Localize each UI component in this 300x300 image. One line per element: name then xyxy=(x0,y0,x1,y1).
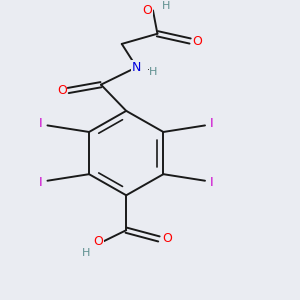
Text: O: O xyxy=(142,4,152,17)
Text: I: I xyxy=(210,118,213,130)
Text: H: H xyxy=(162,1,170,11)
Text: I: I xyxy=(39,176,43,189)
Text: ·: · xyxy=(147,65,150,75)
Text: H: H xyxy=(82,248,90,259)
Text: N: N xyxy=(132,61,141,74)
Text: H: H xyxy=(149,67,157,76)
Text: I: I xyxy=(39,118,43,130)
Text: O: O xyxy=(93,236,103,248)
Text: O: O xyxy=(193,34,202,47)
Text: O: O xyxy=(162,232,172,245)
Text: I: I xyxy=(210,176,213,189)
Text: O: O xyxy=(57,84,67,97)
